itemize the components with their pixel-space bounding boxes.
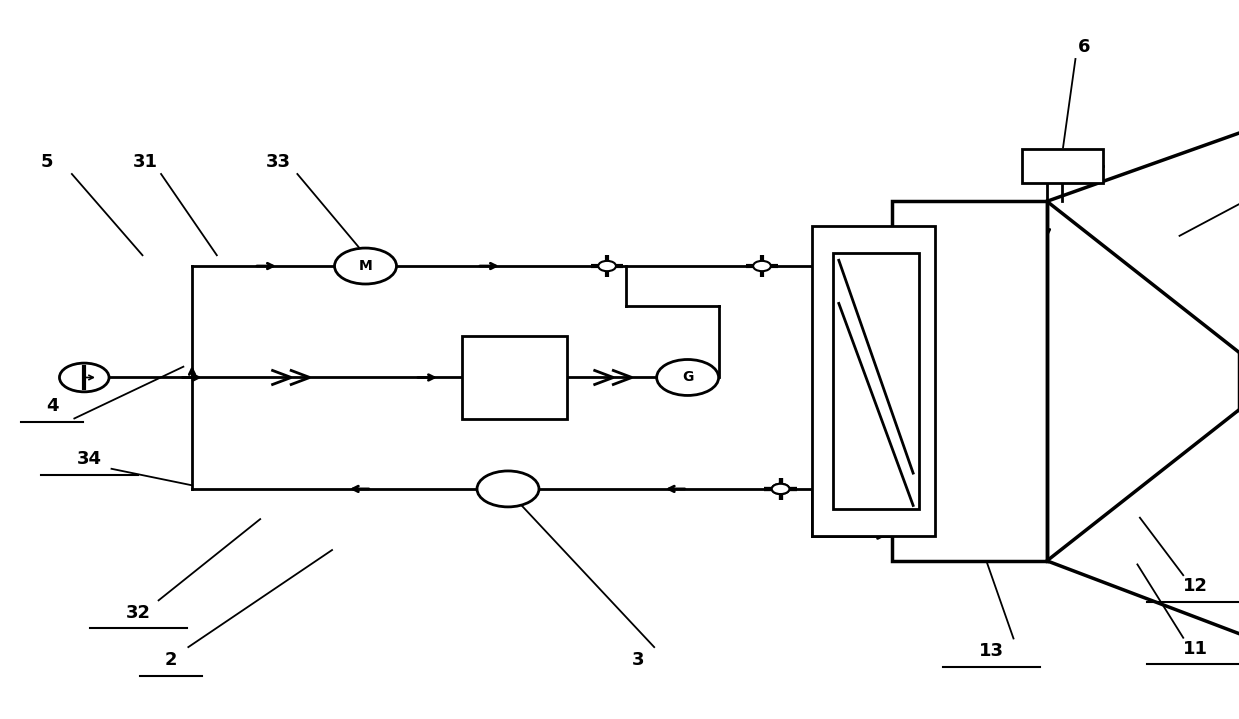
Text: 5: 5 (41, 152, 53, 171)
Bar (1022, 149, 1103, 183)
Text: 3: 3 (632, 651, 644, 669)
Text: 2: 2 (165, 651, 177, 669)
Circle shape (772, 484, 789, 494)
Text: 11: 11 (1183, 639, 1208, 658)
Circle shape (772, 484, 789, 494)
Circle shape (335, 248, 396, 284)
Text: 34: 34 (77, 449, 102, 468)
Bar (833, 253, 919, 509)
Text: G: G (681, 370, 694, 385)
Text: 13: 13 (979, 641, 1004, 660)
Bar (892, 201, 1047, 561)
Text: 31: 31 (133, 152, 157, 171)
Text: 12: 12 (1183, 577, 1208, 595)
Circle shape (657, 360, 719, 395)
Circle shape (59, 363, 109, 392)
Bar (812, 226, 935, 536)
Bar (461, 336, 566, 418)
Circle shape (753, 261, 771, 271)
Text: 4: 4 (46, 397, 58, 416)
Text: 6: 6 (1078, 37, 1090, 56)
Text: 32: 32 (126, 603, 151, 622)
Text: M: M (358, 259, 373, 273)
Circle shape (477, 471, 539, 507)
Text: 33: 33 (266, 152, 291, 171)
Circle shape (598, 261, 616, 271)
